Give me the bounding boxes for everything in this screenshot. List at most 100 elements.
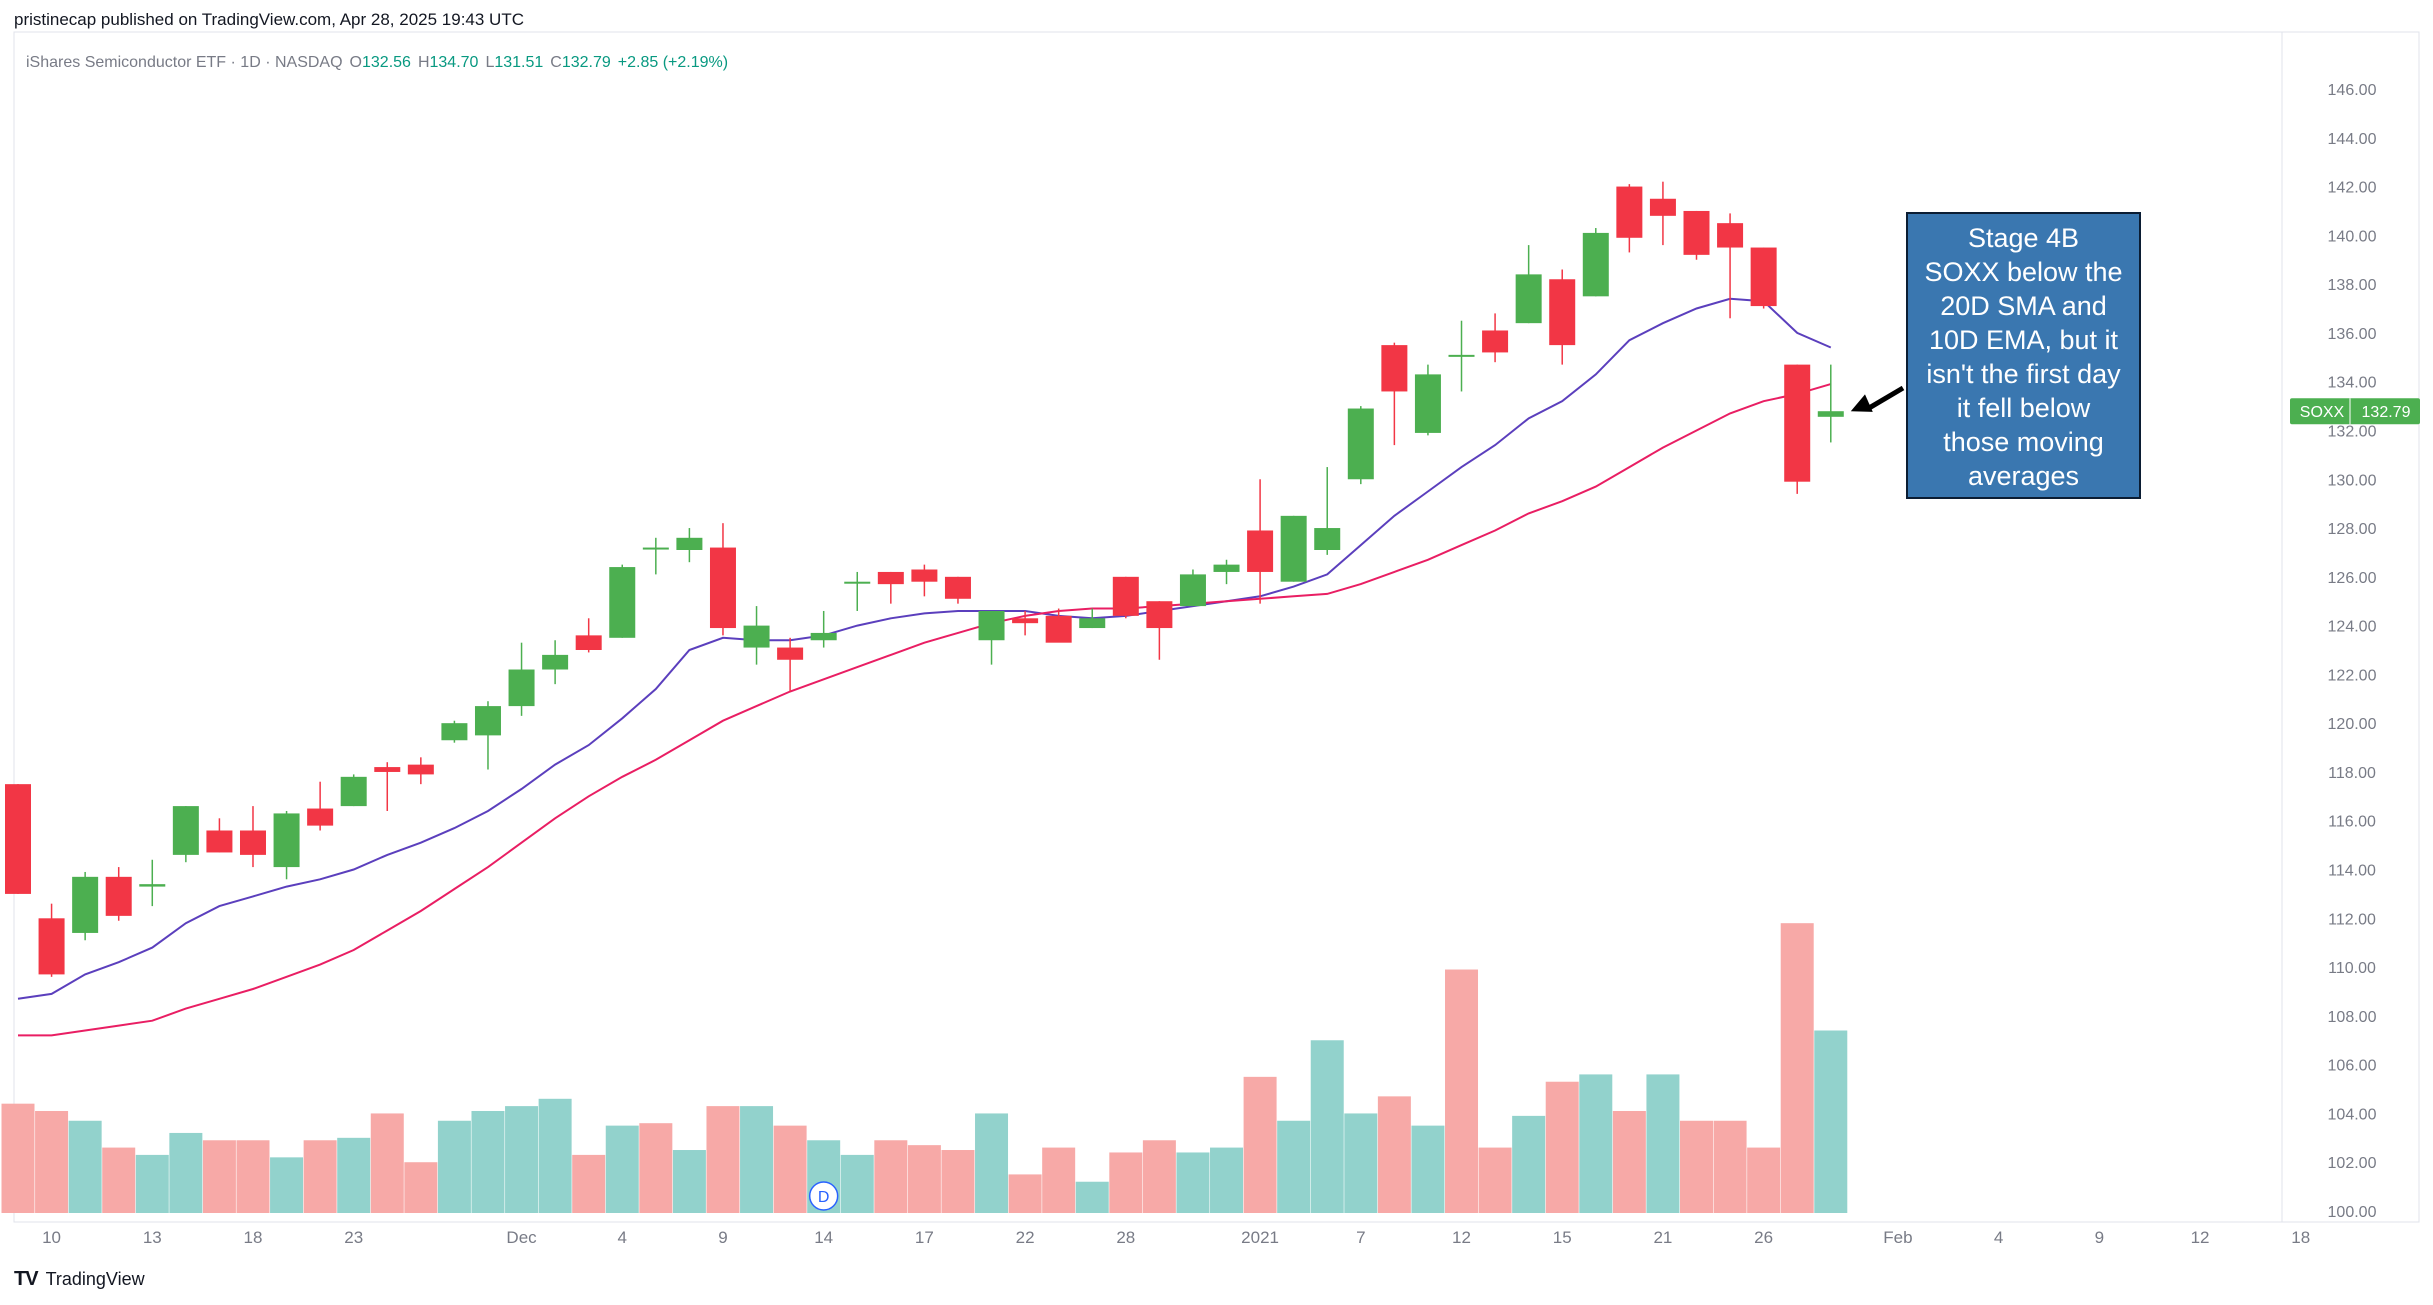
price-tag-box bbox=[2290, 398, 2420, 425]
x-tick-label: 22 bbox=[1016, 1228, 1035, 1247]
volume-bar bbox=[202, 1140, 236, 1213]
candle-body bbox=[441, 723, 468, 741]
volume-bar bbox=[1680, 1120, 1713, 1213]
footer-brand: TradingView bbox=[45, 1269, 145, 1289]
candle-body bbox=[642, 547, 669, 550]
footer: TV TradingView bbox=[14, 1268, 145, 1291]
x-tick-label: 21 bbox=[1653, 1228, 1672, 1247]
ema10-line bbox=[18, 383, 1832, 1037]
annotation-line: SOXX below the bbox=[1924, 257, 2122, 287]
volume-bar bbox=[1780, 923, 1814, 1213]
volume-bar bbox=[1612, 1110, 1646, 1213]
candle-body bbox=[139, 884, 166, 887]
volume-bar bbox=[471, 1110, 505, 1213]
candle-body bbox=[709, 547, 736, 629]
y-tick-label: 118.00 bbox=[2328, 765, 2376, 782]
publisher-credit: pristinecap published on TradingView.com… bbox=[14, 10, 524, 29]
open-value: 132.56 bbox=[362, 54, 411, 71]
candle-body bbox=[944, 576, 971, 599]
candle-body bbox=[877, 571, 904, 585]
volume-bar bbox=[605, 1125, 639, 1213]
volume-bar bbox=[1377, 1096, 1411, 1213]
y-tick-label: 104.00 bbox=[2328, 1106, 2377, 1123]
candle-body bbox=[172, 806, 199, 855]
volume-bar bbox=[907, 1145, 941, 1213]
candle-body bbox=[911, 569, 938, 582]
volume-bar bbox=[941, 1150, 975, 1213]
x-tick-label: 12 bbox=[2191, 1228, 2210, 1247]
candle-body bbox=[1045, 615, 1072, 643]
volume-bar bbox=[505, 1106, 539, 1213]
x-tick-label: 23 bbox=[344, 1228, 363, 1247]
y-tick-label: 146.00 bbox=[2328, 82, 2377, 99]
volume-bar bbox=[1277, 1120, 1311, 1213]
candle-body bbox=[72, 876, 99, 933]
candle-body bbox=[1784, 364, 1811, 482]
volume-bar bbox=[1142, 1140, 1176, 1213]
candle-body bbox=[1649, 198, 1676, 216]
volume-bar bbox=[270, 1157, 304, 1213]
x-tick-label: Feb bbox=[1883, 1228, 1912, 1247]
candle-body bbox=[206, 830, 233, 853]
volume-bar bbox=[1210, 1147, 1244, 1213]
volume-bar bbox=[303, 1140, 337, 1213]
high-label: H bbox=[417, 54, 430, 71]
annotation-line: Stage 4B bbox=[1968, 223, 2079, 253]
high-value: 134.70 bbox=[429, 54, 479, 71]
y-tick-label: 134.00 bbox=[2328, 375, 2377, 392]
y-tick-label: 114.00 bbox=[2328, 863, 2376, 880]
candle-body bbox=[1482, 330, 1509, 353]
candle-body bbox=[777, 647, 804, 660]
x-tick-label: 18 bbox=[2291, 1228, 2310, 1247]
x-tick-label: 9 bbox=[2095, 1228, 2104, 1247]
y-tick-label: 102.00 bbox=[2328, 1155, 2377, 1172]
volume-bar bbox=[740, 1106, 774, 1213]
volume-bar bbox=[874, 1140, 908, 1213]
low-value: 131.51 bbox=[494, 54, 544, 71]
open-label: O bbox=[349, 54, 362, 71]
candle-body bbox=[38, 918, 65, 975]
candle-body bbox=[1582, 232, 1609, 297]
y-tick-label: 110.00 bbox=[2328, 960, 2376, 977]
x-tick-label: Dec bbox=[506, 1228, 537, 1247]
annotation-line: it fell below bbox=[1957, 393, 2091, 423]
y-tick-label: 138.00 bbox=[2328, 277, 2377, 294]
candle-body bbox=[273, 813, 300, 868]
x-tick-label: 14 bbox=[814, 1228, 833, 1247]
candle-body bbox=[1549, 279, 1576, 346]
candle-body bbox=[1381, 345, 1408, 392]
candle-body bbox=[508, 669, 535, 707]
candle-body bbox=[1179, 574, 1206, 607]
annotation-line: isn't the first day bbox=[1926, 359, 2121, 389]
candle-body bbox=[239, 830, 266, 855]
candle-body bbox=[978, 610, 1005, 641]
volume-bar bbox=[1, 1103, 35, 1213]
y-tick-label: 120.00 bbox=[2328, 716, 2377, 733]
y-tick-label: 116.00 bbox=[2328, 814, 2376, 831]
candle-body bbox=[307, 808, 334, 826]
volume-bar bbox=[975, 1113, 1009, 1213]
volume-bar bbox=[1109, 1152, 1143, 1213]
candle-body bbox=[407, 764, 434, 775]
candle-body bbox=[1717, 223, 1744, 248]
volume-bar bbox=[572, 1154, 606, 1213]
candle-body bbox=[575, 635, 602, 650]
annotation-arrow-head-icon bbox=[1850, 394, 1873, 412]
candle-body bbox=[1079, 618, 1106, 629]
price-chart[interactable]: 146.00 144.00 142.00 140.00 138.00 136.00 134.… bbox=[0, 0, 2433, 1260]
x-tick-label: 4 bbox=[1994, 1228, 2003, 1247]
volume-bar bbox=[1310, 1040, 1344, 1213]
candle-body bbox=[340, 776, 367, 807]
candle-body bbox=[1817, 411, 1844, 417]
volume-bar bbox=[236, 1140, 270, 1213]
candle-body bbox=[1448, 354, 1475, 357]
volume-bar bbox=[1411, 1125, 1445, 1213]
volume-bar bbox=[1713, 1120, 1747, 1213]
volume-bar bbox=[1478, 1147, 1512, 1213]
volume-bar bbox=[639, 1123, 673, 1213]
candle-body bbox=[1112, 576, 1139, 616]
price-tag-symbol: SOXX bbox=[2300, 404, 2345, 421]
x-tick-label: 4 bbox=[618, 1228, 627, 1247]
annotation-box bbox=[1906, 212, 2141, 499]
y-tick-label: 136.00 bbox=[2328, 326, 2377, 343]
